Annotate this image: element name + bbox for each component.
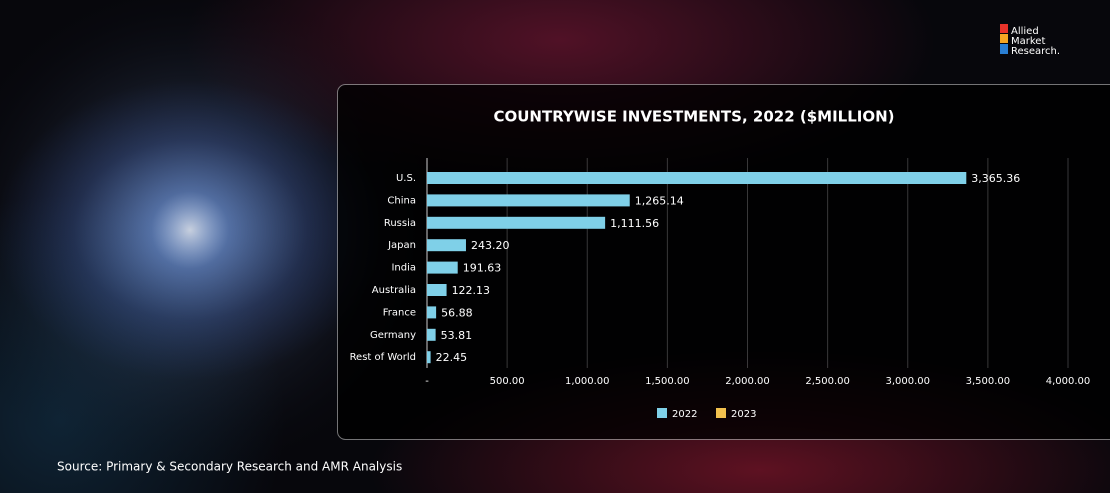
data-label: 122.13	[452, 284, 491, 297]
data-label: 191.63	[463, 262, 502, 275]
y-tick-label: Rest of World	[350, 352, 416, 363]
bar	[427, 239, 466, 252]
logo: Allied Market Research.	[1000, 24, 1060, 57]
legend-swatch	[657, 408, 667, 418]
logo-text: Allied	[1011, 26, 1039, 37]
data-label: 1,111.56	[610, 217, 659, 230]
bar	[427, 261, 458, 274]
legend-label: 2022	[672, 409, 697, 420]
data-label: 3,365.36	[971, 172, 1020, 185]
data-label: 56.88	[441, 306, 473, 319]
source-note: Source: Primary & Secondary Research and…	[57, 460, 402, 474]
chart-title: COUNTRYWISE INVESTMENTS, 2022 ($MILLION)	[493, 108, 894, 126]
logo-text: Research.	[1011, 46, 1060, 57]
bar	[427, 351, 431, 364]
bar	[427, 172, 967, 184]
logo-block	[1000, 34, 1008, 43]
bar	[427, 194, 630, 207]
x-tick-label: 1,000.00	[565, 376, 610, 387]
x-tick-label: 2,000.00	[725, 376, 770, 387]
background-burst	[0, 0, 450, 490]
y-tick-label: Japan	[387, 240, 416, 251]
logo-block	[1000, 44, 1008, 54]
data-label: 243.20	[471, 239, 510, 252]
legend-label: 2023	[731, 409, 756, 420]
y-tick-label: India	[391, 263, 416, 274]
logo-text: Market	[1011, 36, 1045, 47]
y-tick-label: China	[387, 195, 416, 206]
data-label: 53.81	[441, 329, 473, 342]
bar	[427, 306, 437, 319]
bar	[427, 284, 447, 296]
y-tick-label: Germany	[370, 330, 416, 341]
x-tick-label: 500.00	[490, 376, 525, 387]
x-tick-label: -	[425, 376, 429, 387]
x-tick-label: 3,500.00	[966, 376, 1011, 387]
x-tick-label: 1,500.00	[645, 376, 690, 387]
y-tick-label: Australia	[372, 285, 416, 296]
data-label: 1,265.14	[635, 194, 684, 207]
y-tick-label: U.S.	[396, 173, 416, 184]
x-tick-label: 3,000.00	[885, 376, 930, 387]
y-tick-label: France	[383, 307, 416, 318]
logo-block	[1000, 24, 1008, 33]
y-tick-label: Russia	[384, 218, 416, 229]
x-tick-label: 2,500.00	[805, 376, 850, 387]
bar	[427, 216, 606, 229]
legend-swatch	[716, 408, 726, 418]
data-label: 22.45	[436, 351, 468, 364]
bar	[427, 328, 436, 341]
x-tick-label: 4,000.00	[1046, 376, 1091, 387]
